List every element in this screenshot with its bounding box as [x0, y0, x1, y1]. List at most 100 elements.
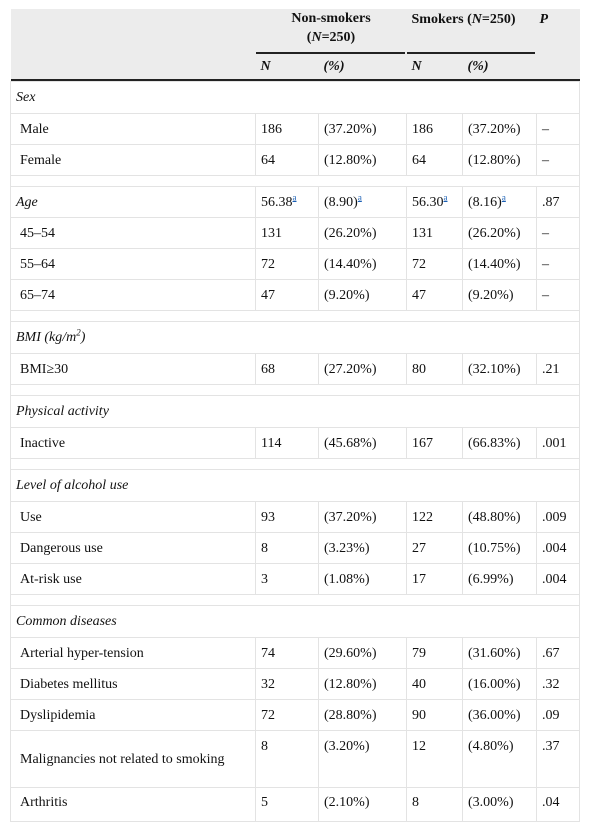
sm-pct: (66.83%) [461, 427, 538, 459]
characteristics-table: Non-smokers (N=250) Smokers (N=250) P N … [9, 9, 581, 822]
sm-sd-value: (8.16) [468, 194, 502, 210]
footnote-link[interactable]: a [292, 191, 297, 202]
table-row: 45–54 131 (26.20%) 131 (26.20%) – [10, 217, 581, 249]
row-label: Arthritis [10, 787, 256, 822]
table-row: Inactive 114 (45.68%) 167 (66.83%) .001 [10, 427, 581, 459]
p-value: .87 [536, 186, 581, 218]
table-row: At-risk use 3 (1.08%) 17 (6.99%) .004 [10, 563, 581, 595]
section-bmi: BMI (kg/m2) [9, 321, 581, 354]
p-value: .67 [536, 637, 581, 669]
sm-n: 131 [406, 217, 463, 249]
table-row: Dyslipidemia 72 (28.80%) 90 (36.00%) .09 [10, 699, 581, 731]
header-sm-n: N [406, 54, 463, 79]
sm-n: 17 [406, 563, 463, 595]
sm-mean: 56.30a [406, 186, 463, 218]
ns-n: 3 [255, 563, 319, 595]
footnote-link[interactable]: a [443, 191, 448, 202]
header-blank-cell [10, 9, 256, 54]
sm-pct: (48.80%) [461, 501, 538, 533]
p-value: .001 [536, 427, 581, 459]
ns-pct: (37.20%) [318, 113, 407, 145]
section-gap [9, 458, 581, 470]
section-gap [9, 384, 581, 396]
section-common-diseases: Common diseases [9, 605, 581, 638]
p-value: – [536, 144, 581, 176]
header-nonsmokers-n: (N=250) [306, 30, 356, 45]
p-value: .32 [536, 668, 581, 700]
ns-pct: (3.20%) [318, 730, 407, 788]
section-title: Sex [9, 81, 581, 114]
ns-pct: (37.20%) [318, 501, 407, 533]
header-rule [10, 79, 580, 82]
sm-n: 167 [406, 427, 463, 459]
header-smokers: Smokers (N=250) [406, 9, 537, 54]
sm-n: 40 [406, 668, 463, 700]
section-age: Age 56.38a (8.90)a 56.30a (8.16)a .87 [10, 186, 581, 218]
sm-pct: (26.20%) [461, 217, 538, 249]
section-gap [9, 594, 581, 606]
ns-pct: (14.40%) [318, 248, 407, 280]
ns-pct: (26.20%) [318, 217, 407, 249]
header-nonsmokers-label: Non-smokers [291, 11, 371, 26]
section-physical-activity: Physical activity [9, 395, 581, 428]
footnote-link[interactable]: a [357, 191, 362, 202]
sm-pct: (31.60%) [461, 637, 538, 669]
section-title-end: ) [80, 330, 86, 345]
ns-pct: (2.10%) [318, 787, 407, 822]
header-ns-n: N [255, 54, 319, 79]
table-row: 65–74 47 (9.20%) 47 (9.20%) – [10, 279, 581, 311]
table-row: 55–64 72 (14.40%) 72 (14.40%) – [10, 248, 581, 280]
table-container: Non-smokers (N=250) Smokers (N=250) P N … [9, 9, 581, 822]
ns-pct: (9.20%) [318, 279, 407, 311]
ns-sd: (8.90)a [318, 186, 407, 218]
header-nonsmokers: Non-smokers (N=250) [255, 9, 407, 54]
sm-pct: (4.80%) [461, 730, 538, 788]
row-label: 55–64 [10, 248, 256, 280]
table-row: Arthritis 5 (2.10%) 8 (3.00%) .04 [10, 787, 581, 822]
sm-pct: (9.20%) [461, 279, 538, 311]
sm-mean-value: 56.30 [412, 194, 444, 210]
ns-n: 93 [255, 501, 319, 533]
ns-pct: (28.80%) [318, 699, 407, 731]
ns-pct: (3.23%) [318, 532, 407, 564]
ns-pct: (12.80%) [318, 668, 407, 700]
header-blank-cell-3 [536, 54, 580, 79]
table-row: Use 93 (37.20%) 122 (48.80%) .009 [10, 501, 581, 533]
section-gap [9, 175, 581, 187]
sm-n: 64 [406, 144, 463, 176]
sm-n: 122 [406, 501, 463, 533]
sm-pct: (12.80%) [461, 144, 538, 176]
ns-n: 64 [255, 144, 319, 176]
gap-cell [9, 458, 581, 470]
section-alcohol: Level of alcohol use [9, 469, 581, 502]
row-label: Female [10, 144, 256, 176]
header-smokers-label: Smokers (N=250) [411, 12, 516, 27]
gap-cell [9, 384, 581, 396]
row-label: Dangerous use [10, 532, 256, 564]
ns-sd-value: (8.90) [324, 194, 358, 210]
ns-n: 8 [255, 730, 319, 788]
section-title: Age [10, 186, 256, 218]
section-title: BMI (kg/m2) [9, 321, 581, 354]
row-label: BMI≥30 [10, 353, 256, 385]
p-value: .37 [536, 730, 581, 788]
row-label: 45–54 [10, 217, 256, 249]
p-value: – [536, 248, 581, 280]
table-row: Malignancies not related to smoking 8 (3… [10, 730, 581, 788]
section-title: Common diseases [9, 605, 581, 638]
header-row-groups: Non-smokers (N=250) Smokers (N=250) P [10, 9, 580, 54]
ns-pct: (1.08%) [318, 563, 407, 595]
p-value: – [536, 217, 581, 249]
ns-n: 131 [255, 217, 319, 249]
gap-cell [9, 175, 581, 187]
header-p: P [536, 9, 580, 54]
sm-n: 90 [406, 699, 463, 731]
footnote-link[interactable]: a [501, 191, 506, 202]
table-row: Arterial hyper-tension 74 (29.60%) 79 (3… [10, 637, 581, 669]
p-value: .004 [536, 532, 581, 564]
p-value: – [536, 113, 581, 145]
ns-n: 72 [255, 699, 319, 731]
ns-n: 186 [255, 113, 319, 145]
p-value: – [536, 279, 581, 311]
ns-pct: (12.80%) [318, 144, 407, 176]
